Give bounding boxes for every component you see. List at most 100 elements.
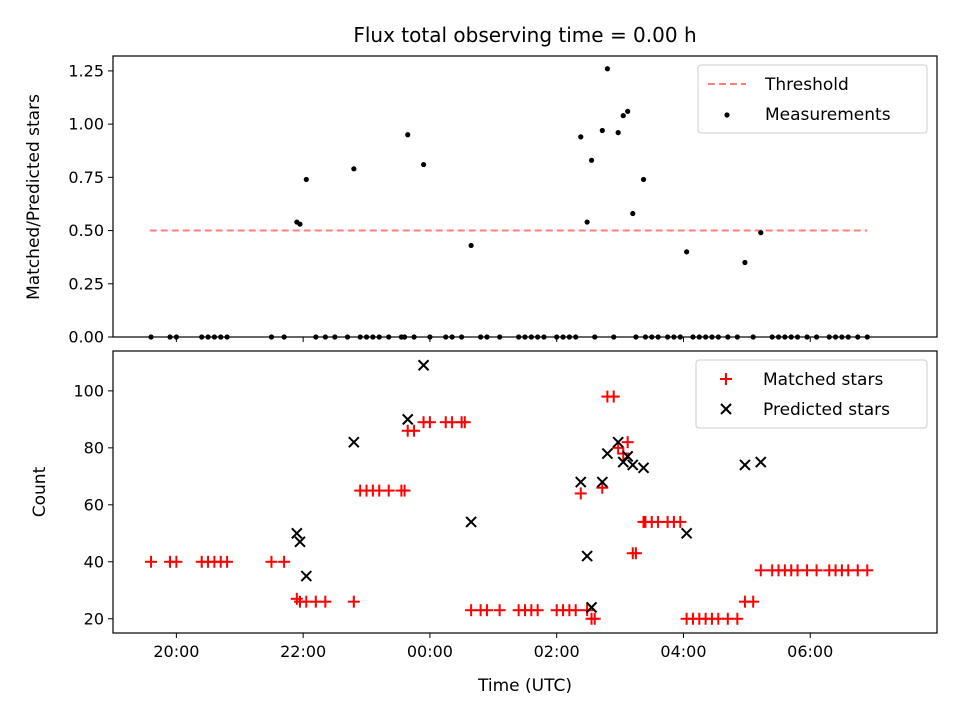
predicted-star-point <box>300 570 313 582</box>
x-stroke-b <box>612 436 624 448</box>
measurement-point <box>420 161 427 168</box>
matched-star-point <box>621 436 634 449</box>
measurement-point <box>630 210 636 217</box>
bottom-y-tick-label: 20 <box>84 609 104 628</box>
predicted-star-point <box>627 459 639 471</box>
bottom-x-tick-label: 20:00 <box>153 642 199 661</box>
x-stroke-b <box>291 527 303 540</box>
x-stroke-b <box>348 436 360 448</box>
matched-star-point <box>145 555 158 568</box>
predicted-star-point <box>601 447 614 460</box>
x-stroke-b <box>621 450 634 463</box>
predicted-star-point <box>596 476 609 488</box>
predicted-star-point <box>581 550 593 562</box>
bottom-legend: Matched stars Predicted stars <box>695 359 928 429</box>
predicted-star-point <box>585 601 598 614</box>
measurement-point <box>297 221 303 227</box>
predicted-star-point <box>637 462 650 474</box>
matched-star-point <box>493 604 506 617</box>
bottom-axes-frame <box>112 350 938 634</box>
matched-star-point <box>480 604 493 617</box>
measurement-point <box>468 242 474 249</box>
x-stroke-b <box>294 536 306 548</box>
x-stroke-b <box>300 570 313 582</box>
predicted-star-point <box>417 359 430 371</box>
predicted-star-point <box>402 413 414 426</box>
measurements-legend-label: Measurements <box>765 105 891 125</box>
measurement-point <box>588 157 595 163</box>
matched-star-point <box>423 416 436 429</box>
matched-star-point <box>347 595 360 608</box>
predicted-star-point <box>294 536 306 548</box>
predicted-star-point <box>739 459 751 471</box>
bottom-x-tick-label: 06:00 <box>787 642 833 661</box>
bottom-y-tick-label: 40 <box>84 552 104 571</box>
x-stroke-b <box>739 459 751 471</box>
bottom-x-tick-label: 00:00 <box>407 642 453 661</box>
matched-star-point <box>607 390 620 403</box>
top-legend: Threshold Measurements <box>697 64 928 134</box>
matched-star-point <box>574 487 587 500</box>
bottom-y-tick-label: 100 <box>73 381 104 400</box>
predicted-legend-swatch <box>720 403 732 415</box>
x-stroke-b <box>755 456 767 468</box>
predicted-star-point <box>465 516 477 528</box>
matched-star-point <box>674 515 687 528</box>
top-y-tick-label: 0.75 <box>68 168 104 187</box>
matched-star-point <box>382 484 395 497</box>
matched-star-point <box>731 612 744 625</box>
bottom-panel: 20 40 60 80 100 20:00 22:00 00:00 02:00 04:00 06:… <box>30 350 938 696</box>
top-y-tick-label: 1.25 <box>68 61 104 80</box>
matched-legend-swatch <box>720 373 732 385</box>
predicted-star-point <box>291 527 303 540</box>
measurements-legend-swatch <box>724 112 730 118</box>
x-stroke-b <box>575 476 587 488</box>
top-x-ticks <box>175 337 811 342</box>
top-y-tick-label: 0.25 <box>68 274 104 293</box>
matched-star-point <box>629 547 642 560</box>
matched-star-point <box>581 604 594 617</box>
matched-star-point <box>747 595 760 608</box>
bottom-x-axis-label: Time (UTC) <box>477 676 572 696</box>
predicted-star-point <box>755 456 767 468</box>
matched-star-point <box>278 555 291 568</box>
measurement-point <box>615 130 621 136</box>
matched-star-point <box>569 604 582 617</box>
measurement-point <box>640 176 647 183</box>
matched-star-point <box>408 424 421 437</box>
predicted-star-point <box>621 450 634 463</box>
bottom-x-ticks: 20:00 22:00 00:00 02:00 04:00 06:00 <box>153 633 833 661</box>
top-y-axis-label: Matched/Predicted stars <box>24 94 44 300</box>
x-stroke-b <box>596 476 609 488</box>
matched-star-point <box>265 555 278 568</box>
measurement-point <box>620 113 626 119</box>
predicted-star-point <box>680 527 693 540</box>
x-stroke-b <box>581 550 593 562</box>
predicted-star-point <box>575 476 587 488</box>
matched-star-point <box>458 416 471 429</box>
measurement-point <box>758 230 764 236</box>
top-y-tick-label: 0.00 <box>68 328 104 347</box>
top-y-tick-label: 1.00 <box>68 115 104 134</box>
bottom-y-tick-label: 60 <box>84 495 104 514</box>
measurement-point <box>584 219 590 225</box>
matched-star-point <box>221 555 234 568</box>
matched-star-point <box>754 564 767 577</box>
x-stroke-b <box>627 459 639 471</box>
matched-star-point <box>612 441 625 454</box>
measurement-point <box>303 176 309 183</box>
threshold-legend-label: Threshold <box>764 75 849 95</box>
measurement-points <box>148 66 870 340</box>
top-axes-frame <box>112 55 938 338</box>
x-stroke-b <box>417 359 430 371</box>
bottom-x-tick-label: 22:00 <box>280 642 326 661</box>
top-legend-box <box>697 64 928 134</box>
bottom-x-tick-label: 02:00 <box>534 642 580 661</box>
measurement-point <box>604 66 611 72</box>
matched-star-point <box>810 564 823 577</box>
bottom-legend-box <box>695 359 928 429</box>
x-stroke-b <box>601 447 614 460</box>
bottom-y-tick-label: 80 <box>84 438 104 457</box>
predicted-stars-points <box>291 359 767 614</box>
